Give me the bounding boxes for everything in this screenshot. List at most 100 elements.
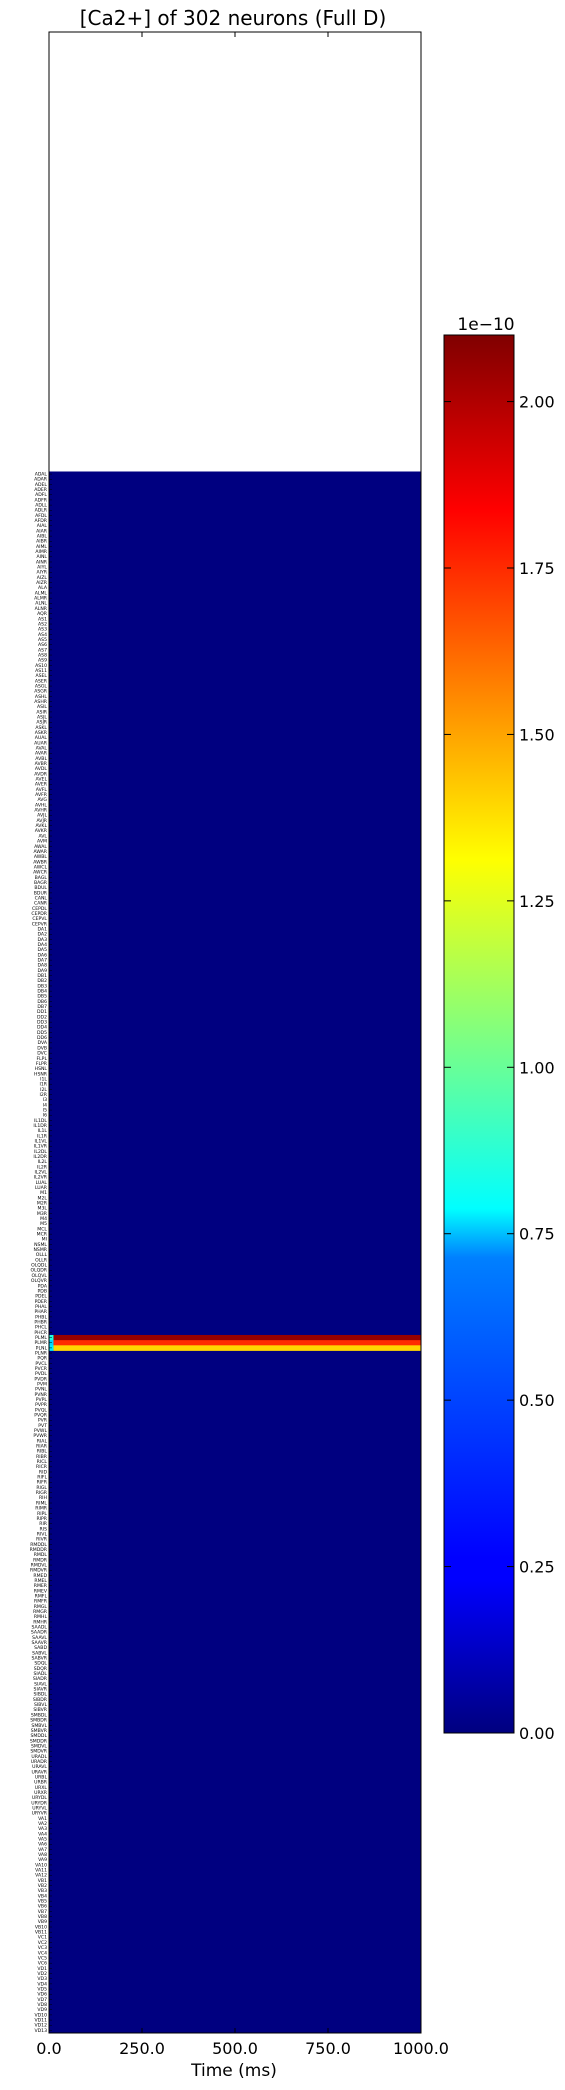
neuron-label: M3L bbox=[38, 1206, 48, 1212]
neuron-label: PHAL bbox=[35, 1304, 47, 1310]
neuron-label: LUAR bbox=[35, 1185, 48, 1191]
neuron-label: PVDL bbox=[35, 1371, 47, 1377]
neuron-label: DB6 bbox=[37, 999, 47, 1005]
neuron-label: IL1VL bbox=[34, 1138, 47, 1144]
neuron-label: OLQDL bbox=[31, 1263, 47, 1269]
neuron-label: AIBL bbox=[37, 534, 48, 540]
neuron-label: URBL bbox=[35, 1774, 48, 1780]
neuron-label: PLNR bbox=[35, 1350, 48, 1356]
neuron-label: AQR bbox=[37, 611, 48, 617]
neuron-label: SMBVL bbox=[31, 1723, 47, 1729]
neuron-label: PVCL bbox=[35, 1361, 47, 1367]
neuron-label: PVDR bbox=[34, 1376, 47, 1382]
neuron-label: IL1VR bbox=[34, 1144, 48, 1150]
neuron-label: PVNL bbox=[35, 1387, 47, 1393]
colorbar-tick-label: 1.75 bbox=[519, 559, 555, 578]
neuron-label: DA7 bbox=[37, 958, 47, 964]
neuron-label: SIAVR bbox=[34, 1687, 48, 1693]
neuron-label: ADLL bbox=[35, 503, 47, 509]
neuron-label: SIBDL bbox=[33, 1692, 47, 1698]
neuron-label: URBR bbox=[34, 1780, 48, 1786]
neuron-label: VA7 bbox=[38, 1847, 47, 1853]
neuron-label: IL1L bbox=[38, 1128, 48, 1134]
neuron-label: PVWR bbox=[33, 1433, 47, 1439]
neuron-label: DVB bbox=[37, 1045, 47, 1051]
neuron-label: VD3 bbox=[37, 1976, 47, 1982]
neuron-label: DA9 bbox=[37, 968, 47, 974]
neuron-label: CANL bbox=[35, 895, 48, 901]
neuron-label: VA2 bbox=[38, 1821, 47, 1827]
neuron-label: AVER bbox=[35, 782, 48, 788]
neuron-labels: ADALADARADELADERADFLADFRADLLADLRAFDLAFDR… bbox=[30, 471, 52, 2034]
neuron-label: AVFR bbox=[35, 792, 48, 798]
neuron-label: OLLL bbox=[36, 1252, 48, 1258]
neuron-label: AWBR bbox=[33, 859, 48, 865]
neuron-label: RIBR bbox=[36, 1454, 48, 1460]
neuron-label: M2L bbox=[38, 1195, 48, 1201]
neuron-label: AWCR bbox=[33, 870, 48, 876]
neuron-label: DB4 bbox=[37, 989, 47, 995]
colorbar-tick-label: 0.75 bbox=[519, 1225, 555, 1244]
colorbar-tick-label: 1.00 bbox=[519, 1058, 555, 1077]
neuron-label: ADFL bbox=[35, 492, 47, 498]
neuron-label: M5 bbox=[40, 1221, 47, 1227]
neuron-label: URADR bbox=[31, 1759, 48, 1765]
neuron-label: AWAL bbox=[34, 844, 47, 850]
neuron-label: ASJR bbox=[36, 720, 47, 726]
x-tick-label: 750.0 bbox=[305, 2039, 351, 2058]
neuron-label: VC3 bbox=[38, 1945, 47, 1951]
neuron-label: AVKL bbox=[35, 823, 47, 829]
neuron-label: CANR bbox=[34, 901, 48, 907]
neuron-label: VD10 bbox=[34, 2012, 47, 2018]
neuron-label: RIFL bbox=[37, 1475, 47, 1481]
neuron-label: ALMR bbox=[34, 596, 48, 602]
neuron-label: PDER bbox=[35, 1299, 48, 1305]
neuron-label: VA11 bbox=[35, 1868, 47, 1874]
plot-frame bbox=[48, 31, 422, 2034]
neuron-label: RMDR bbox=[33, 1557, 48, 1563]
neuron-label: SAADR bbox=[31, 1630, 48, 1636]
neuron-label: OLQDR bbox=[30, 1268, 47, 1274]
x-axis-label: Time (ms) bbox=[190, 2061, 277, 2081]
neuron-label: AIAL bbox=[37, 523, 48, 529]
neuron-label: RIS bbox=[40, 1526, 48, 1532]
neuron-label: AVAL bbox=[36, 746, 48, 752]
neuron-label: VB7 bbox=[38, 1909, 47, 1915]
neuron-label: SMDDL bbox=[30, 1733, 47, 1739]
neuron-label: SMBVR bbox=[31, 1728, 48, 1734]
neuron-label: AINR bbox=[36, 559, 48, 565]
neuron-label: I1L bbox=[40, 1076, 47, 1082]
neuron-label: ASHR bbox=[34, 699, 48, 705]
neuron-label: SMDVL bbox=[31, 1743, 47, 1749]
neuron-label: PVCR bbox=[35, 1366, 48, 1372]
neuron-label: URAVR bbox=[31, 1769, 47, 1775]
neuron-label: PVQR bbox=[34, 1413, 48, 1419]
neuron-label: SMBDR bbox=[30, 1718, 48, 1724]
neuron-label: HSNL bbox=[35, 1066, 48, 1072]
neuron-label: ASER bbox=[35, 678, 48, 684]
neuron-label: SIBDR bbox=[33, 1697, 48, 1703]
neuron-label: IL1DL bbox=[34, 1118, 47, 1124]
neuron-label: CEPVR bbox=[32, 921, 48, 927]
neuron-label: ALA bbox=[38, 585, 48, 591]
neuron-label: ASKR bbox=[35, 730, 48, 736]
neuron-label: PHCL bbox=[35, 1325, 47, 1331]
neuron-label: ASKL bbox=[35, 725, 47, 731]
neuron-label: AS1 bbox=[38, 616, 47, 622]
neuron-label: RIMR bbox=[35, 1506, 48, 1512]
neuron-label: RIVL bbox=[37, 1531, 48, 1537]
neuron-label: AVL bbox=[38, 833, 47, 839]
colorbar-frame bbox=[443, 334, 515, 1734]
neuron-label: PVPR bbox=[35, 1402, 48, 1408]
neuron-label: AVJR bbox=[36, 818, 47, 824]
neuron-label: ADAR bbox=[34, 477, 48, 483]
neuron-label: VD1 bbox=[37, 1966, 47, 1972]
neuron-label: VD9 bbox=[37, 2007, 47, 2013]
heatmap-background bbox=[49, 471, 421, 2034]
neuron-label: RMHL bbox=[34, 1614, 48, 1620]
neuron-label: URYDR bbox=[31, 1800, 48, 1806]
neuron-label: SAAVR bbox=[32, 1640, 48, 1646]
neuron-label: AIZR bbox=[36, 580, 48, 586]
neuron-label: RIFR bbox=[37, 1480, 48, 1486]
neuron-label: AVDR bbox=[34, 771, 48, 777]
